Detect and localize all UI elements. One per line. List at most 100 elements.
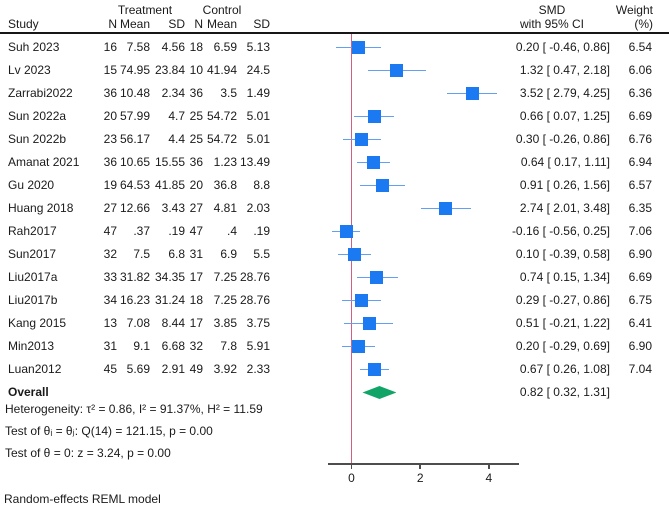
smd-ci-value: 2.74 [ 2.01, 3.48]: [519, 201, 610, 215]
weight-value: 6.57: [628, 178, 652, 192]
control-n: 36: [189, 86, 203, 100]
weight-value: 6.06: [628, 63, 652, 77]
treatment-n: 13: [103, 316, 117, 330]
study-label: Huang 2018: [8, 201, 74, 215]
control-n: 47: [189, 224, 203, 238]
treatment-sd: 15.55: [154, 155, 185, 169]
smd-ci-value: 0.20 [ -0.29, 0.69]: [515, 339, 610, 353]
smd-header-line1: SMD: [538, 3, 566, 17]
treatment-sd: 4.7: [168, 109, 185, 123]
x-axis-tick: [488, 464, 490, 469]
treatment-mean: 64.53: [119, 178, 150, 192]
effect-size-square: [339, 225, 353, 238]
treatment-mean: .37: [133, 224, 150, 238]
control-mean: 36.8: [213, 178, 237, 192]
x-axis-tick: [350, 464, 353, 469]
treatment-sd: 3.43: [161, 201, 185, 215]
header-divider-rule: [0, 32, 669, 34]
study-row: Liu2017a 33 31.82 34.35 17 7.25 28.76 0.74 [ 0.…: [0, 266, 669, 289]
study-label: Gu 2020: [8, 178, 55, 192]
smd-ci-value: 0.29 [ -0.27, 0.86]: [515, 293, 610, 307]
test-theta-zero: Test of θ = 0: z = 3.24, p = 0.00: [5, 446, 171, 460]
study-label: Sun 2022a: [8, 109, 67, 123]
study-row: Kang 2015 13 7.08 8.44 17 3.85 3.75 0.51 [ -0.2…: [0, 312, 669, 335]
treatment-mean: 56.17: [119, 132, 150, 146]
control-n: 17: [189, 316, 203, 330]
control-mean: 6.9: [220, 247, 237, 261]
control-mean: 41.94: [206, 63, 237, 77]
control-sd: 8.8: [253, 178, 270, 192]
overall-smd-ci-value: 0.82 [ 0.32, 1.31]: [519, 385, 610, 399]
control-mean: 7.8: [220, 339, 237, 353]
study-label: Luan2012: [8, 362, 62, 376]
study-label: Min2013: [8, 339, 55, 353]
treatment-sd: 4.4: [168, 132, 185, 146]
treatment-n: 33: [103, 270, 117, 284]
control-sd: 5.5: [253, 247, 270, 261]
study-row: Luan2012 45 5.69 2.91 49 3.92 2.33 0.67 [ 0.26,…: [0, 358, 669, 381]
study-label: Liu2017b: [8, 293, 58, 307]
study-row: Liu2017b 34 16.23 31.24 18 7.25 28.76 0.29 [ -0…: [0, 289, 669, 312]
model-footnote: Random-effects REML model: [4, 492, 161, 506]
weight-value: 6.36: [628, 86, 652, 100]
study-label: Amanat 2021: [8, 155, 80, 169]
treatment-sd: 2.34: [161, 86, 185, 100]
control-n: 25: [189, 109, 203, 123]
study-row: Rah2017 47 .37 .19 47 .4 .19 -0.16 [ -0.56, 0.2…: [0, 220, 669, 243]
smd-header-line2: with 95% CI: [519, 17, 585, 31]
effect-size-square: [366, 156, 380, 169]
x-axis-line: [328, 463, 519, 465]
weight-value: 6.90: [628, 247, 652, 261]
control-n: 32: [189, 339, 203, 353]
weight-value: 7.06: [628, 224, 652, 238]
treatment-sd: 6.68: [161, 339, 185, 353]
effect-size-square: [370, 271, 384, 284]
control-mean: 1.23: [213, 155, 237, 169]
control-sd: 1.49: [246, 86, 270, 100]
control-mean: .4: [226, 224, 237, 238]
treatment-mean: 7.08: [126, 316, 150, 330]
treatment-mean: 57.99: [119, 109, 150, 123]
control-mean: 3.5: [220, 86, 237, 100]
x-axis-tick-label: 4: [485, 471, 493, 485]
smd-ci-value: 0.66 [ 0.07, 1.25]: [519, 109, 610, 123]
treatment-mean: 12.66: [119, 201, 150, 215]
smd-ci-value: 0.10 [ -0.39, 0.58]: [515, 247, 610, 261]
effect-size-square: [367, 110, 381, 123]
treatment-n: 32: [103, 247, 117, 261]
control-n: 36: [189, 155, 203, 169]
overall-diamond: [362, 386, 397, 399]
weight-value: 6.76: [628, 132, 652, 146]
treatment-sd: 23.84: [154, 63, 185, 77]
treatment-sd: 34.35: [154, 270, 185, 284]
control-mean-header: Mean: [206, 17, 237, 31]
effect-size-square: [362, 317, 376, 330]
treatment-n: 27: [103, 201, 117, 215]
treatment-mean: 31.82: [119, 270, 150, 284]
treatment-n: 16: [103, 40, 117, 54]
treatment-n: 20: [103, 109, 117, 123]
effect-size-square: [355, 133, 369, 146]
treatment-n: 31: [103, 339, 117, 353]
study-row: Sun2017 32 7.5 6.8 31 6.9 5.5 0.10 [ -0.39, 0.5…: [0, 243, 669, 266]
smd-ci-value: 1.32 [ 0.47, 2.18]: [519, 63, 610, 77]
weight-value: 6.90: [628, 339, 652, 353]
study-row: Gu 2020 19 64.53 41.85 20 36.8 8.8 0.91 [ 0.26,…: [0, 174, 669, 197]
treatment-n: 34: [103, 293, 117, 307]
effect-size-square: [465, 87, 479, 100]
smd-ci-value: 0.51 [ -0.21, 1.22]: [515, 316, 610, 330]
smd-ci-value: 3.52 [ 2.79, 4.25]: [519, 86, 610, 100]
study-row: Suh 2023 16 7.58 4.56 18 6.59 5.13 0.20 [ -0.46…: [0, 36, 669, 59]
control-mean: 6.59: [213, 40, 237, 54]
treatment-mean: 7.5: [133, 247, 150, 261]
control-mean: 54.72: [206, 109, 237, 123]
study-column-header: Study: [8, 17, 39, 31]
effect-size-square: [368, 363, 381, 376]
effect-size-square: [351, 340, 365, 353]
study-label: Sun 2022b: [8, 132, 67, 146]
control-sd: 13.49: [239, 155, 270, 169]
control-sd: 5.01: [246, 132, 270, 146]
treatment-mean: 74.95: [119, 63, 150, 77]
weight-value: 6.54: [628, 40, 652, 54]
